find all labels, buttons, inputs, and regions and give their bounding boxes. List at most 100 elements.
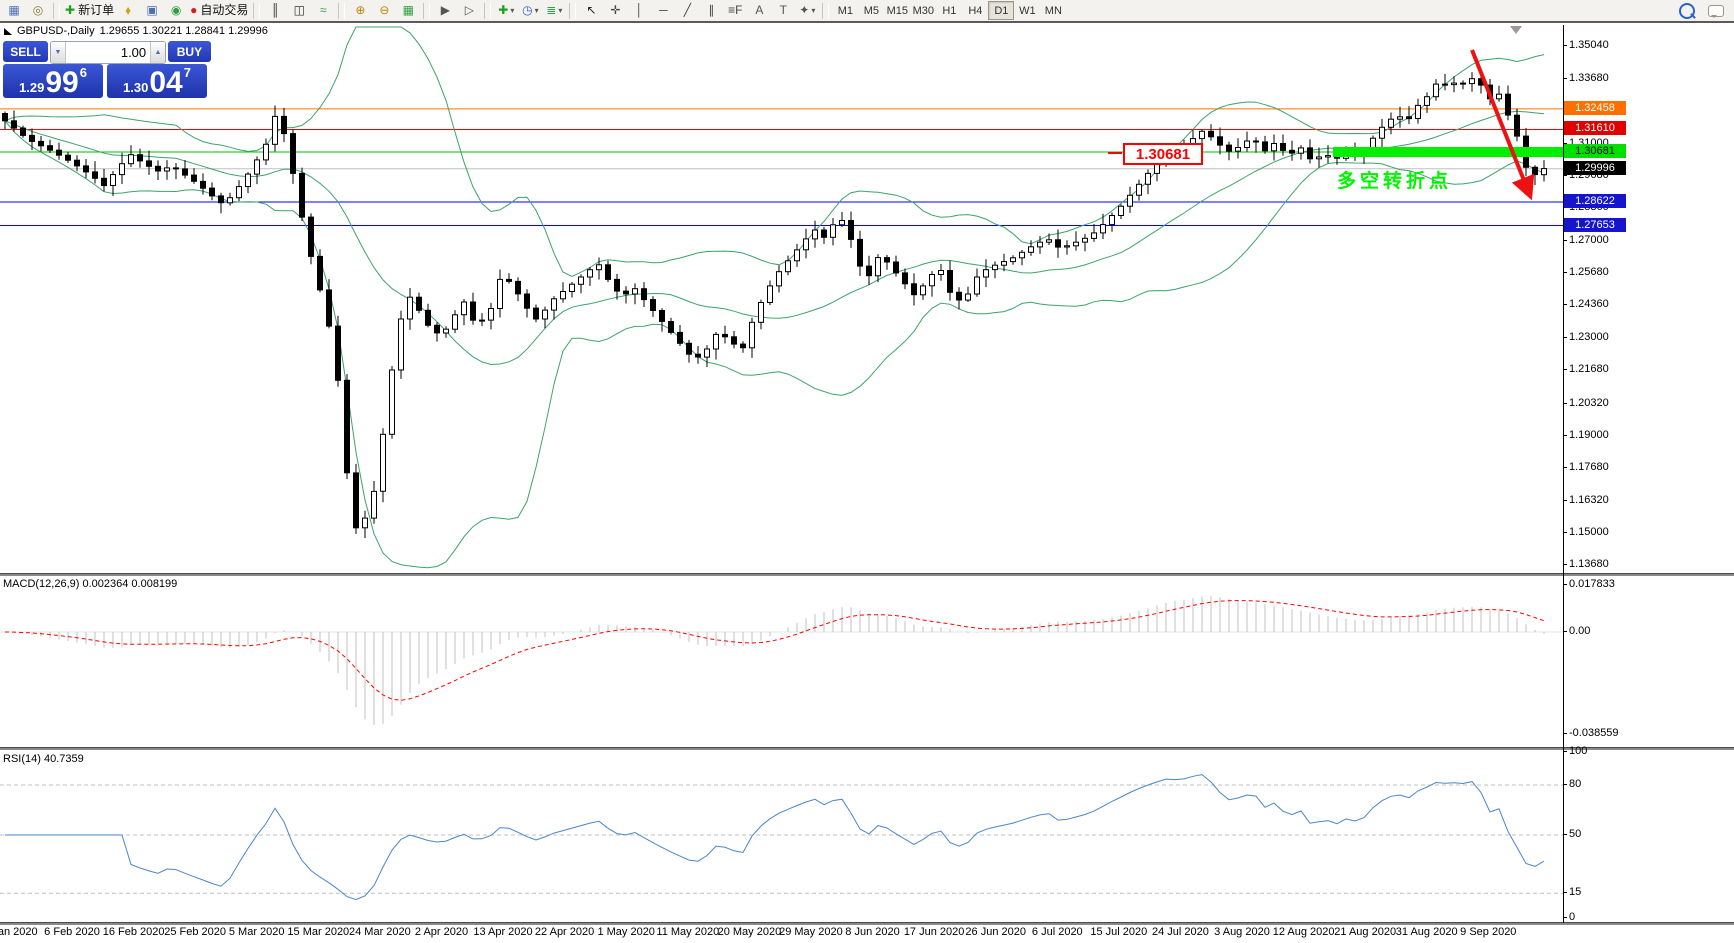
- date-label: 5 Mar 2020: [228, 926, 285, 938]
- pane-separator-rsi[interactable]: [0, 747, 1734, 750]
- new-order-icon: ✚: [65, 3, 76, 17]
- dropdown-arrow-icon: ▾: [510, 6, 515, 15]
- rsi-tick-label: 80: [1562, 778, 1582, 790]
- price-tick-label: 1.23000: [1563, 331, 1609, 343]
- new-chart-dropdown[interactable]: ✚ ▾: [494, 0, 518, 21]
- current-price-label: 1.29996: [1564, 161, 1626, 175]
- timeframe-h4[interactable]: H4: [968, 4, 983, 17]
- dropdown-arrow-icon: ▾: [558, 6, 563, 15]
- volume-increase-button[interactable]: ▲: [150, 42, 165, 63]
- timeframe-mn[interactable]: MN: [1044, 4, 1062, 17]
- chat-button[interactable]: [1704, 0, 1728, 21]
- one-click-trading-panel: SELL ▼ 1.00 ▲ BUY 1.29 99 6 1.30 04 7: [3, 41, 211, 98]
- tile-windows-icon[interactable]: ▦: [396, 0, 420, 21]
- price-tick-label: 1.24360: [1563, 298, 1609, 310]
- date-label: 31 Aug 2020: [1395, 926, 1458, 938]
- arrows-icon: ✦: [799, 3, 810, 17]
- chart-shift-icon[interactable]: ▷: [457, 0, 481, 21]
- rsi-label: RSI(14) 40.7359: [3, 753, 84, 765]
- level-price-label: 1.27653: [1564, 218, 1626, 232]
- buy-button[interactable]: BUY: [167, 41, 211, 62]
- timeframe-m5[interactable]: M5: [863, 4, 879, 17]
- chart-canvas[interactable]: [0, 25, 1563, 943]
- toolbar-button-label: 新订单: [78, 3, 115, 17]
- price-tick-label: 1.16320: [1563, 494, 1609, 506]
- periods-icon: ◷: [522, 3, 533, 17]
- candlestick-chart-icon[interactable]: ◫: [287, 0, 311, 21]
- sell-price-big: 99: [45, 66, 79, 99]
- price-tick-label: 1.15000: [1563, 526, 1609, 538]
- volume-decrease-button[interactable]: ▼: [51, 42, 66, 63]
- toolbar-separator: [53, 2, 60, 19]
- date-label: 22 Apr 2020: [534, 926, 595, 938]
- new-order-button[interactable]: ✚ 新订单: [63, 0, 116, 21]
- horizontal-line-tool[interactable]: ─: [651, 0, 675, 21]
- chart-window-icon[interactable]: ▦: [2, 0, 26, 21]
- toolbar-separator: [484, 2, 492, 19]
- line-chart-icon[interactable]: ≈: [311, 0, 335, 21]
- timeframe-w1[interactable]: W1: [1019, 4, 1036, 17]
- toolbar-group: ✚ 新订单 ⬧ ▣ ◉ ● 自动交易: [63, 1, 250, 21]
- level-price-label: 1.32458: [1564, 101, 1626, 115]
- crosshair-tool[interactable]: ✛: [603, 0, 627, 21]
- chart-shift-marker: [1510, 26, 1522, 34]
- buy-price-display[interactable]: 1.30 04 7: [107, 64, 207, 98]
- fibonacci-tool[interactable]: ≡F: [723, 0, 747, 21]
- text-tool[interactable]: A: [747, 0, 771, 21]
- periods-dropdown[interactable]: ◷ ▾: [518, 0, 542, 21]
- zoom-in-icon[interactable]: ⊕: [348, 0, 372, 21]
- arrows-dropdown[interactable]: ✦ ▾: [795, 0, 819, 21]
- vertical-line-tool[interactable]: │: [627, 0, 651, 21]
- line-chart-icon-icon: ≈: [320, 3, 327, 17]
- search-button[interactable]: [1675, 0, 1699, 21]
- timeframe-m1[interactable]: M1: [837, 4, 853, 17]
- macd-tick-label: 0.00: [1562, 625, 1591, 637]
- auto-scroll-icon[interactable]: ▶: [433, 0, 457, 21]
- terminal-icon[interactable]: ▣: [140, 0, 164, 21]
- timeframe-d1[interactable]: D1: [988, 1, 1015, 20]
- candlestick-chart-icon-icon: ◫: [293, 3, 306, 17]
- signal-icon[interactable]: ◉: [164, 0, 188, 21]
- price-tick-label: 1.35040: [1563, 39, 1609, 51]
- horizontal-line-icon: ─: [659, 3, 668, 17]
- buy-price-small: 1.30: [123, 80, 149, 95]
- toolbar-group: ║ ◫ ≈: [263, 1, 335, 21]
- zoom-out-icon[interactable]: ⊖: [372, 0, 396, 21]
- styles-icon[interactable]: ⬧: [116, 0, 140, 21]
- sell-price-sup: 6: [79, 65, 87, 80]
- indicators-dropdown[interactable]: ≣ ▾: [542, 0, 566, 21]
- search-icon: [1679, 2, 1695, 19]
- timeframe-m15[interactable]: M15: [886, 4, 909, 17]
- date-label: 17 Jun 2020: [903, 926, 965, 938]
- autotrading-button[interactable]: ● 自动交易: [188, 0, 250, 21]
- fibonacci-icon: ≡F: [728, 3, 743, 17]
- pane-separator-macd[interactable]: [0, 573, 1734, 576]
- bar-chart-icon-icon: ║: [271, 3, 280, 17]
- profiles-icon[interactable]: ◎: [26, 0, 50, 21]
- date-label: 24 Jul 2020: [1151, 926, 1209, 938]
- price-callout-label[interactable]: 1.30681: [1123, 143, 1203, 165]
- volume-input[interactable]: 1.00: [120, 45, 147, 60]
- cursor-tool[interactable]: ↖: [579, 0, 603, 21]
- toolbar-separator: [569, 2, 577, 19]
- time-axis-separator: [0, 922, 1734, 925]
- channel-tool[interactable]: ∥: [699, 0, 723, 21]
- trendline-tool[interactable]: ╱: [675, 0, 699, 21]
- sell-price-display[interactable]: 1.29 99 6: [3, 64, 103, 98]
- date-label: 1 May 2020: [597, 926, 655, 938]
- bar-chart-icon[interactable]: ║: [263, 0, 287, 21]
- text-icon: A: [755, 3, 764, 17]
- timeframe-m30[interactable]: M30: [912, 4, 935, 17]
- label-tool[interactable]: T: [771, 0, 795, 21]
- price-tick-label: 1.20320: [1563, 397, 1609, 409]
- toolbar-separator: [822, 2, 830, 19]
- sell-button[interactable]: SELL: [3, 41, 49, 62]
- autotrading-icon: ●: [190, 3, 198, 17]
- toolbar-group: ▶ ▷: [433, 1, 481, 21]
- date-label: 8 Jun 2020: [845, 926, 900, 938]
- timeframe-h1[interactable]: H1: [942, 4, 957, 17]
- toolbar-button-label: 自动交易: [200, 3, 249, 17]
- turning-point-text[interactable]: 多空转折点: [1337, 171, 1453, 192]
- auto-scroll-icon-icon: ▶: [440, 3, 450, 17]
